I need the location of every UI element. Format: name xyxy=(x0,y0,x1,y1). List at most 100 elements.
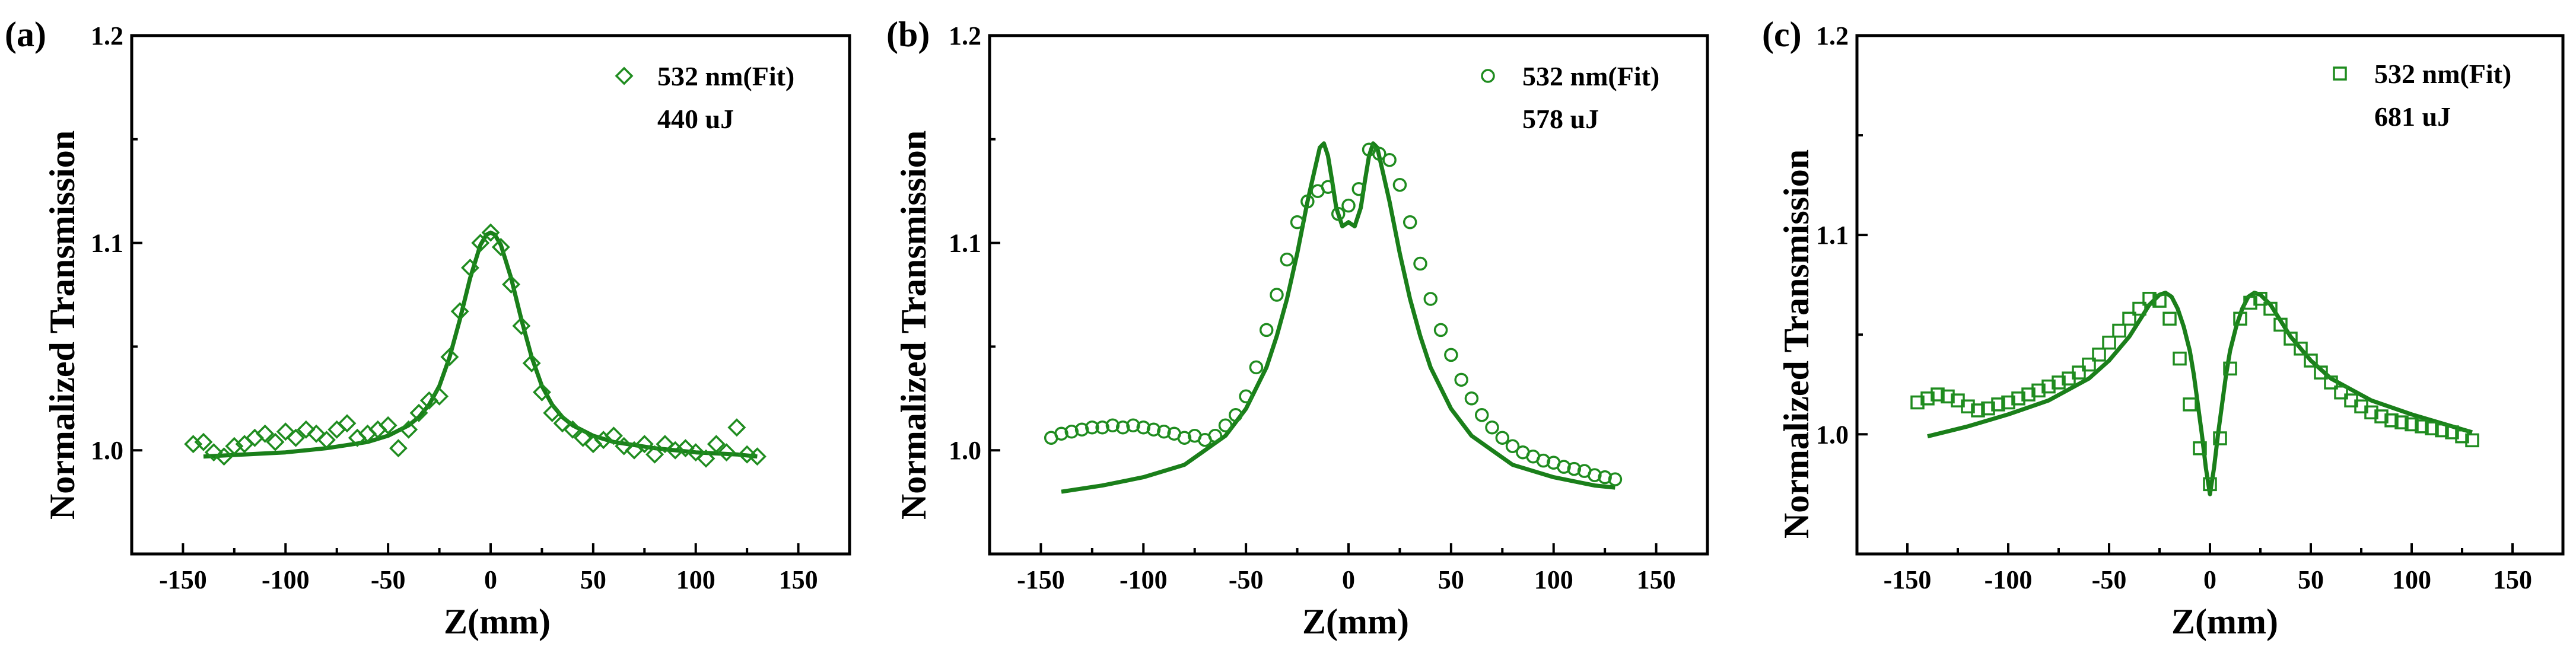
legend-entry-b: 532 nm(Fit) xyxy=(1522,61,1659,91)
y-tick-label-a: 1.1 xyxy=(91,229,123,258)
data-point-a xyxy=(399,420,418,439)
data-point-c xyxy=(2273,317,2288,332)
y-tick-label-b: 1.0 xyxy=(949,436,981,465)
legend-note-b: 578 uJ xyxy=(1522,104,1599,134)
data-point-b xyxy=(1146,422,1161,437)
data-point-c xyxy=(2132,301,2146,316)
data-point-c xyxy=(1941,389,1955,404)
x-tick-label-c: -100 xyxy=(1985,565,2033,594)
data-point-c xyxy=(2284,332,2298,346)
data-point-b xyxy=(1239,389,1253,404)
fit-line-b xyxy=(1061,141,1615,494)
data-point-c xyxy=(2294,342,2308,356)
data-point-a xyxy=(512,316,531,335)
x-tick-label-b: 100 xyxy=(1534,565,1573,594)
x-tick-label-c: -50 xyxy=(2092,565,2127,594)
data-point-a xyxy=(471,234,490,253)
data-point-c xyxy=(2253,291,2267,306)
data-point-b xyxy=(1433,323,1448,337)
data-point-c xyxy=(2152,294,2167,308)
data-point-c xyxy=(2072,365,2086,380)
data-point-a xyxy=(327,420,346,439)
panel-label-c: (c) xyxy=(1762,15,1802,54)
data-point-a xyxy=(532,383,551,402)
data-point-b xyxy=(1095,420,1109,435)
data-point-a xyxy=(287,428,306,447)
data-point-a xyxy=(389,439,408,458)
data-point-a xyxy=(707,435,726,454)
x-tick-label-b: 0 xyxy=(1342,565,1355,594)
data-point-c xyxy=(2415,419,2429,434)
data-point-c xyxy=(1961,399,1975,413)
data-point-a xyxy=(450,302,469,321)
panel-b: (b) Normalized Transmission Z(mm) 532 nm… xyxy=(886,15,1709,641)
data-point-b xyxy=(1413,256,1427,271)
data-point-a xyxy=(430,387,449,406)
data-point-a xyxy=(307,424,326,443)
data-point-a xyxy=(666,441,685,460)
data-point-b xyxy=(1372,146,1386,161)
y-tick-label-b: 1.2 xyxy=(949,21,981,50)
x-tick-label-a: -100 xyxy=(262,565,310,594)
data-point-b xyxy=(1249,360,1264,375)
data-point-c xyxy=(2304,353,2318,368)
data-point-c xyxy=(2031,383,2046,398)
data-point-c xyxy=(1981,401,1995,416)
data-point-a xyxy=(656,435,675,454)
data-point-c xyxy=(2425,421,2439,435)
data-point-c xyxy=(2011,391,2025,406)
data-point-b xyxy=(1341,198,1356,213)
data-point-a xyxy=(676,439,695,458)
data-point-b xyxy=(1300,194,1315,209)
data-point-b xyxy=(1608,472,1623,486)
data-point-c xyxy=(2405,417,2419,432)
x-tick-label-a: -50 xyxy=(371,565,406,594)
y-axis-title-b: Normalized Transmission xyxy=(894,130,933,520)
data-point-a xyxy=(317,431,336,450)
x-axis-title-b: Z(mm) xyxy=(1302,602,1409,641)
data-point-a xyxy=(686,443,705,462)
data-point-c xyxy=(2052,375,2066,390)
x-tick-label-b: 50 xyxy=(1438,565,1464,594)
data-point-c xyxy=(2122,311,2136,326)
legend-note-c: 681 uJ xyxy=(2374,101,2451,132)
panel-label-b: (b) xyxy=(886,15,930,54)
data-point-b xyxy=(1423,292,1438,306)
x-tick-label-b: -100 xyxy=(1120,565,1168,594)
data-point-a xyxy=(737,445,756,464)
data-point-b xyxy=(1290,215,1305,230)
panel-label-a: (a) xyxy=(5,15,46,54)
data-point-a xyxy=(543,403,562,422)
data-point-a xyxy=(184,435,203,454)
x-axis-title-c: Z(mm) xyxy=(2171,602,2278,641)
y-tick-label-c: 1.1 xyxy=(1816,221,1849,250)
legend-entry-c: 532 nm(Fit) xyxy=(2374,59,2511,89)
data-point-b xyxy=(1351,181,1366,196)
data-point-a xyxy=(256,424,275,443)
data-point-b xyxy=(1280,252,1295,267)
data-point-c xyxy=(2374,409,2389,423)
data-point-b xyxy=(1208,428,1223,443)
data-point-b xyxy=(1557,460,1571,474)
data-point-b xyxy=(1126,418,1140,432)
data-point-a xyxy=(748,447,767,466)
data-point-a xyxy=(717,443,736,462)
x-tick-label-b: 150 xyxy=(1637,565,1676,594)
data-point-c xyxy=(2213,431,2227,445)
data-point-b xyxy=(1474,408,1489,422)
x-tick-label-a: 0 xyxy=(484,565,497,594)
data-point-a xyxy=(563,420,582,439)
data-point-c xyxy=(2233,311,2247,326)
data-point-b xyxy=(1259,323,1274,337)
data-point-b xyxy=(1485,420,1499,435)
data-point-a xyxy=(522,353,541,372)
data-point-b xyxy=(1136,420,1151,435)
data-point-c xyxy=(2173,351,2187,366)
data-point-b xyxy=(1382,153,1397,167)
data-point-c xyxy=(2465,433,2479,448)
data-point-b xyxy=(1454,372,1468,387)
data-point-b xyxy=(1115,420,1130,435)
x-tick-label-a: 150 xyxy=(779,565,818,594)
x-tick-label-c: 50 xyxy=(2298,565,2324,594)
